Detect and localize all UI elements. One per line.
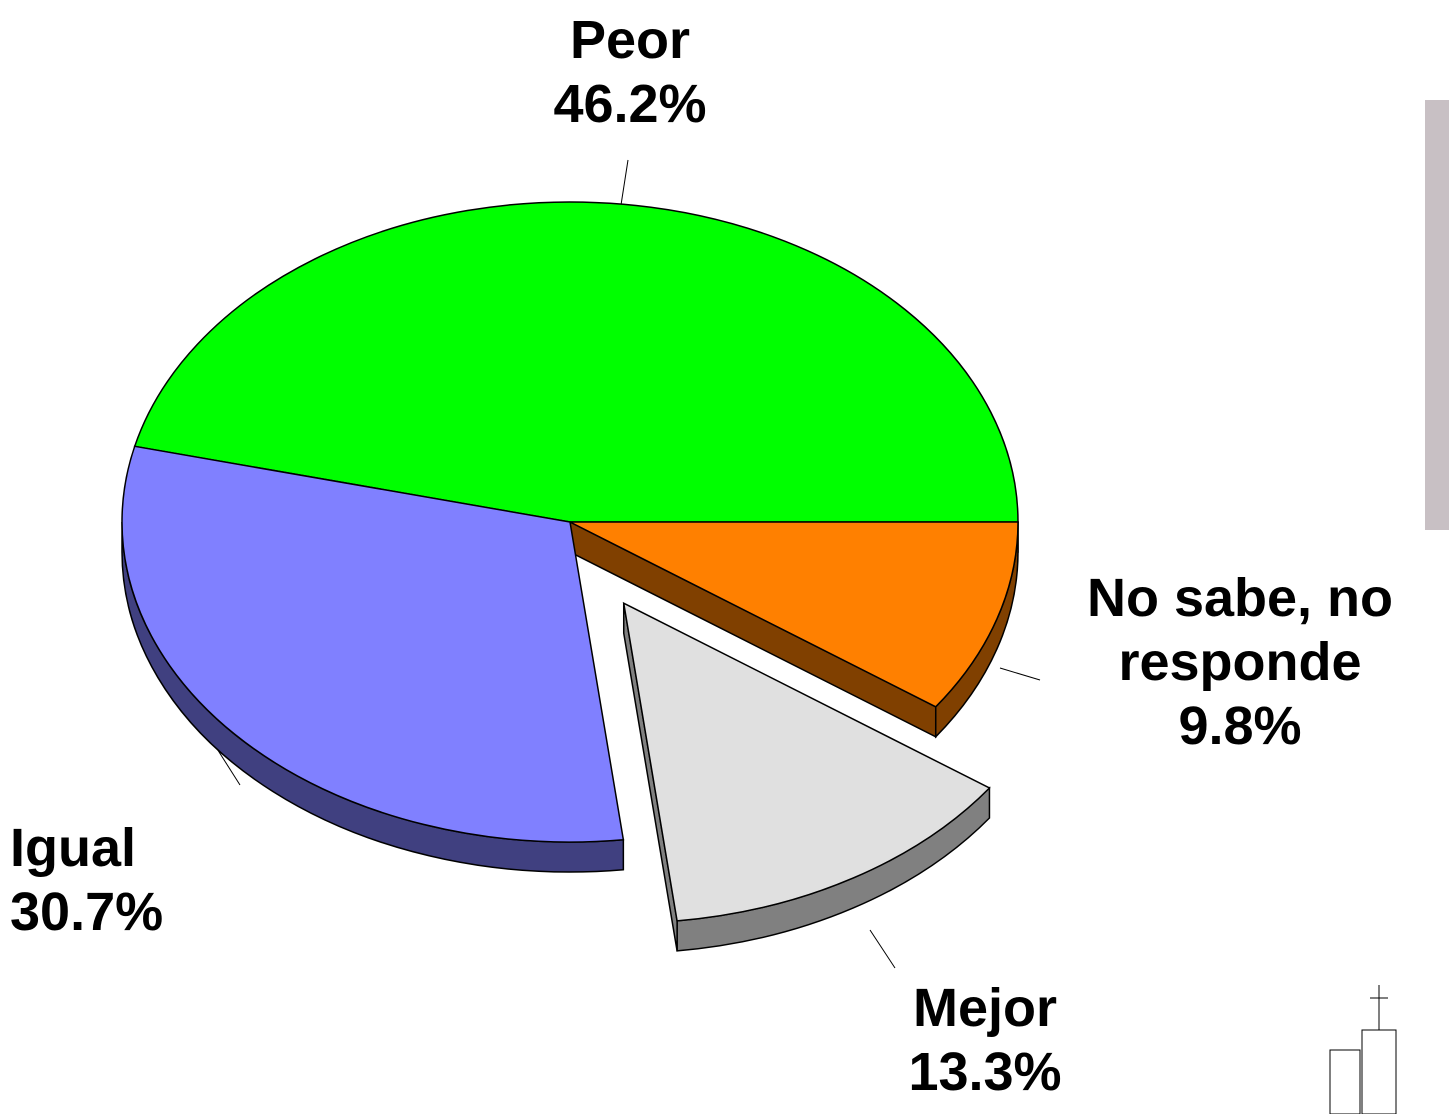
value-label: 30.7% — [10, 880, 200, 944]
logo — [1330, 985, 1396, 1114]
category-label: No sabe, no responde — [1030, 566, 1449, 694]
category-label: Peor — [480, 8, 780, 72]
logo-box — [1362, 1030, 1396, 1114]
leader-line — [621, 160, 628, 205]
category-label: Igual — [10, 816, 200, 880]
label: Peor 46.2% — [480, 8, 780, 136]
value-label: 9.8% — [1030, 694, 1449, 758]
label: Igual 30.7% — [10, 816, 200, 944]
leader-line — [870, 930, 895, 968]
category-label: Mejor — [860, 976, 1110, 1040]
logo-box — [1330, 1050, 1360, 1114]
photo-edge — [1425, 100, 1449, 530]
label: No sabe, no responde 9.8% — [1030, 566, 1449, 758]
value-label: 13.3% — [860, 1040, 1110, 1104]
chart — [0, 0, 1449, 1114]
value-label: 46.2% — [480, 72, 780, 136]
label: Mejor 13.3% — [860, 976, 1110, 1104]
page: Peor 46.2% Igual 30.7% Mejor 13.3% No sa… — [0, 0, 1449, 1114]
